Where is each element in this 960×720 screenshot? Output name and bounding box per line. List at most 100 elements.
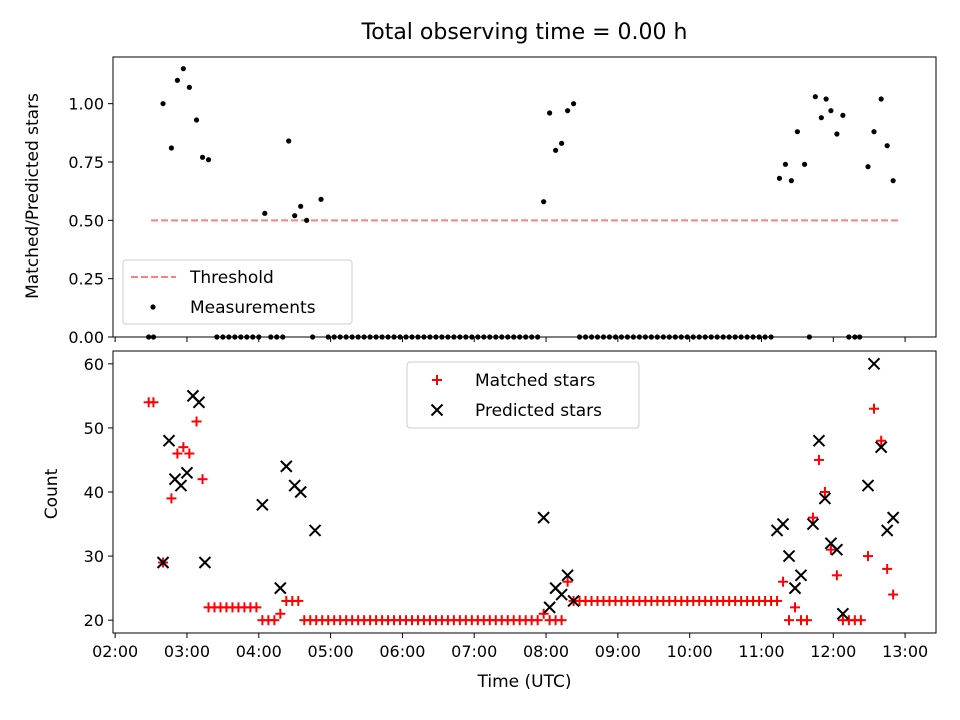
bottom-x-tick-label: 11:00 [738, 642, 784, 661]
measurement-point [193, 117, 200, 123]
predicted-star-point [561, 569, 574, 582]
measurement-point [250, 334, 256, 340]
measurement-point [714, 334, 720, 340]
measurement-point [570, 101, 577, 107]
predicted-star-point [830, 543, 844, 556]
measurement-point [325, 334, 331, 340]
matched-star-point [562, 576, 573, 587]
matched-star-point [790, 602, 801, 613]
measurement-point [292, 213, 298, 219]
measurement-point [654, 334, 660, 340]
matched-star-point [556, 615, 567, 626]
measurement-point [391, 334, 397, 340]
predicted-star-point [543, 601, 556, 614]
measurement-point [818, 115, 824, 121]
bottom-legend: Matched stars Predicted stars [406, 361, 640, 429]
predicted-star-point [274, 581, 287, 595]
measurement-point [517, 334, 523, 340]
predicted-star-point [861, 479, 875, 492]
top-panel: 0.00 0.25 0.50 0.75 1.00 Threshold Measurement… [68, 56, 937, 347]
measurement-point [672, 334, 678, 340]
measurement-point [624, 334, 631, 340]
bottom-x-tick-label: 13:00 [882, 642, 928, 661]
measurement-point [559, 140, 565, 146]
measurement-point [648, 334, 654, 340]
measurement-point [493, 334, 499, 340]
measurement-point [160, 101, 166, 107]
measurement-point [684, 334, 690, 340]
measurement-point [274, 334, 280, 340]
measurement-point [199, 154, 206, 160]
measurement-point [782, 161, 789, 167]
measurement-point [262, 210, 268, 216]
bottom-legend-box [406, 361, 640, 429]
bottom-x-tick-label: 10:00 [667, 642, 713, 661]
predicted-star-point [788, 581, 802, 595]
measurement-point [355, 334, 361, 340]
measurement-point [298, 203, 304, 209]
measurement-point [469, 334, 475, 340]
measurement-point [331, 334, 337, 340]
predicted-star-point [555, 588, 568, 601]
matched-star-point [778, 576, 789, 587]
measurement-point [244, 334, 250, 340]
matched-star-point [275, 608, 286, 619]
x-axis-label: Time (UTC) [477, 672, 572, 692]
measurement-point [481, 334, 487, 340]
measurement-point [205, 157, 212, 163]
top-legend: Threshold Measurements [122, 259, 353, 325]
measurement-point [367, 334, 373, 340]
measurement-point [588, 334, 595, 340]
measurement-point [361, 334, 367, 340]
measurement-point [451, 334, 457, 340]
matched-star-point [148, 397, 159, 408]
bottom-y-tick-label: 50 [84, 419, 104, 438]
measurement-point [373, 334, 379, 340]
predicted-star-point [567, 594, 580, 608]
measurement-point [529, 334, 535, 340]
measurement-point [168, 145, 175, 151]
measurement-point [871, 129, 877, 135]
matched-star-point [801, 615, 812, 626]
matched-star-point [166, 493, 177, 504]
measurement-point [150, 334, 157, 340]
matched-star-point [191, 416, 202, 427]
measurement-point [421, 334, 427, 340]
measurement-point [890, 178, 896, 184]
measurement-point [846, 334, 852, 340]
bottom-x-tick-label: 05:00 [308, 642, 354, 661]
measurement-point [702, 334, 708, 340]
measurement-point [523, 334, 529, 340]
measurement-point [801, 161, 808, 167]
predicted-star-point [782, 549, 796, 563]
matched-star-point [868, 403, 879, 414]
measurement-point [286, 138, 292, 144]
measurement-point [812, 94, 818, 100]
measurement-point [186, 84, 192, 90]
bottom-x-tick-label: 07:00 [451, 642, 497, 661]
measurement-point [666, 334, 672, 340]
legend-measurements-label: Measurements [190, 298, 316, 318]
measurement-point [463, 334, 469, 340]
measurement-point [409, 334, 415, 340]
predicted-star-point [180, 466, 194, 479]
predicted-star-point [198, 556, 212, 569]
measurement-point [385, 334, 391, 340]
measurement-point [487, 334, 493, 340]
measurement-point [794, 129, 800, 135]
measurement-point [678, 334, 684, 340]
top-legend-box [122, 259, 353, 325]
matched-star-point [819, 487, 830, 497]
matched-star-point [825, 544, 836, 555]
top-y-tick-label: 0.25 [68, 270, 104, 289]
matched-star-point [184, 448, 195, 459]
matched-star-point [813, 454, 824, 465]
top-y-tick-label: 0.50 [68, 211, 104, 230]
matched-star-point [538, 608, 549, 619]
measurement-point [310, 334, 316, 340]
measurement-point [457, 334, 463, 340]
bottom-panel: 20 30 40 50 60 02:00 03:00 04:00 05:00 06:00 07:00… [84, 350, 937, 661]
predicted-star-point [280, 460, 293, 473]
measurement-point [750, 334, 756, 340]
